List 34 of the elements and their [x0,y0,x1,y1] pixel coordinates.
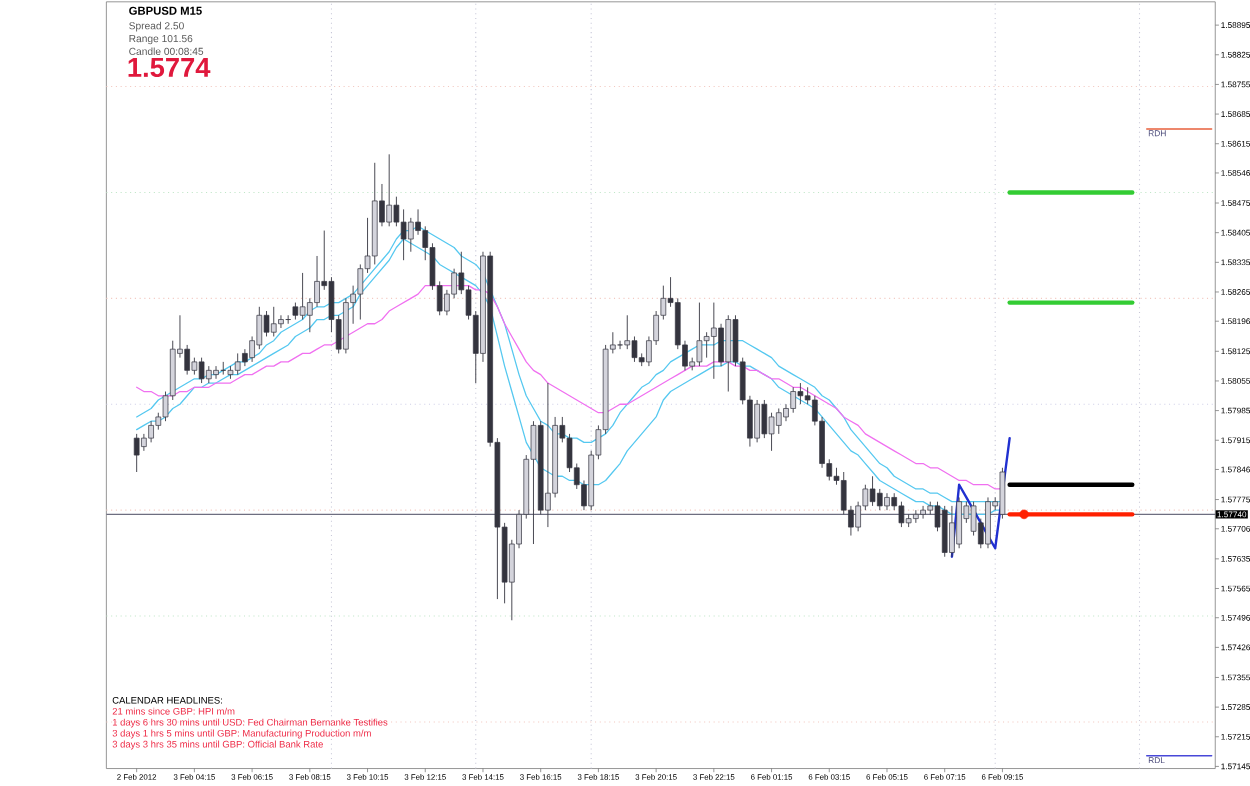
candlestick [148,421,154,444]
candlestick [263,311,270,338]
candlestick [624,315,631,351]
candlestick [617,340,623,351]
candlestick [530,421,537,545]
candlestick [797,383,804,406]
candlestick [234,353,241,376]
candlestick [725,315,732,393]
candlestick [400,209,407,262]
candlestick [956,497,962,550]
annotation: 1.5774 [128,58,211,78]
candlestick [408,217,414,253]
candlestick [898,501,905,529]
candlestick [270,306,277,338]
candlestick [761,400,768,440]
candlestick [985,497,991,550]
candlestick [768,412,775,452]
candlestick [775,408,782,435]
candlestick [299,272,306,321]
candlestick [949,505,955,558]
line-series [950,437,1011,559]
candlestick [278,315,284,329]
candlestick [718,323,724,368]
candlestick [920,505,926,520]
candlestick [941,505,948,558]
candlestick [198,357,205,385]
candlestick [314,256,320,308]
candlestick [213,366,219,380]
candlestick [711,302,717,380]
candlestick [386,154,392,228]
candlestick [876,489,883,512]
candlestick [869,476,876,507]
candlestick [696,302,703,368]
candlestick [133,433,140,473]
